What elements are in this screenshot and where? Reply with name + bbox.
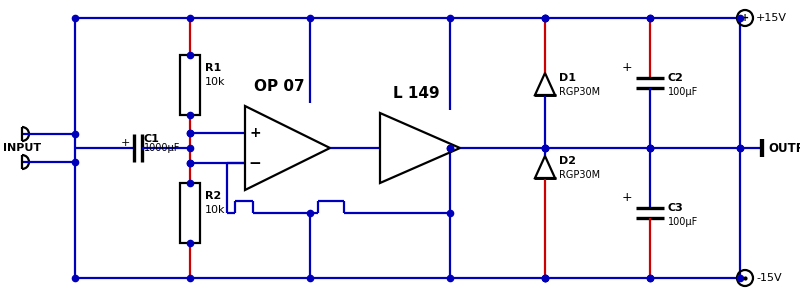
Text: +: + xyxy=(741,13,749,23)
Text: RGP30M: RGP30M xyxy=(559,170,600,180)
Text: D2: D2 xyxy=(559,156,576,166)
Text: +: + xyxy=(622,61,632,74)
Text: R1: R1 xyxy=(205,63,222,73)
Text: OUTPUT: OUTPUT xyxy=(768,142,800,155)
Text: 10k: 10k xyxy=(205,205,226,215)
Text: -15V: -15V xyxy=(756,273,782,283)
Text: −: − xyxy=(249,155,262,171)
Text: C3: C3 xyxy=(668,203,684,213)
Text: L 149: L 149 xyxy=(393,86,439,101)
Text: C2: C2 xyxy=(668,73,684,83)
Text: +: + xyxy=(121,138,130,148)
Text: OP 07: OP 07 xyxy=(254,79,304,94)
Text: 1000µF: 1000µF xyxy=(143,143,180,153)
Text: D1: D1 xyxy=(559,73,576,83)
Text: INPUT: INPUT xyxy=(3,143,41,153)
Text: +: + xyxy=(249,126,261,140)
Bar xyxy=(180,55,200,115)
Text: 10k: 10k xyxy=(205,77,226,87)
Text: R2: R2 xyxy=(205,191,222,201)
Text: +: + xyxy=(622,191,632,204)
Bar xyxy=(180,183,200,243)
Text: RGP30M: RGP30M xyxy=(559,87,600,97)
Text: +15V: +15V xyxy=(756,13,787,23)
Text: 100µF: 100µF xyxy=(668,217,698,227)
Text: C1: C1 xyxy=(143,134,159,144)
Text: 100µF: 100µF xyxy=(668,87,698,97)
